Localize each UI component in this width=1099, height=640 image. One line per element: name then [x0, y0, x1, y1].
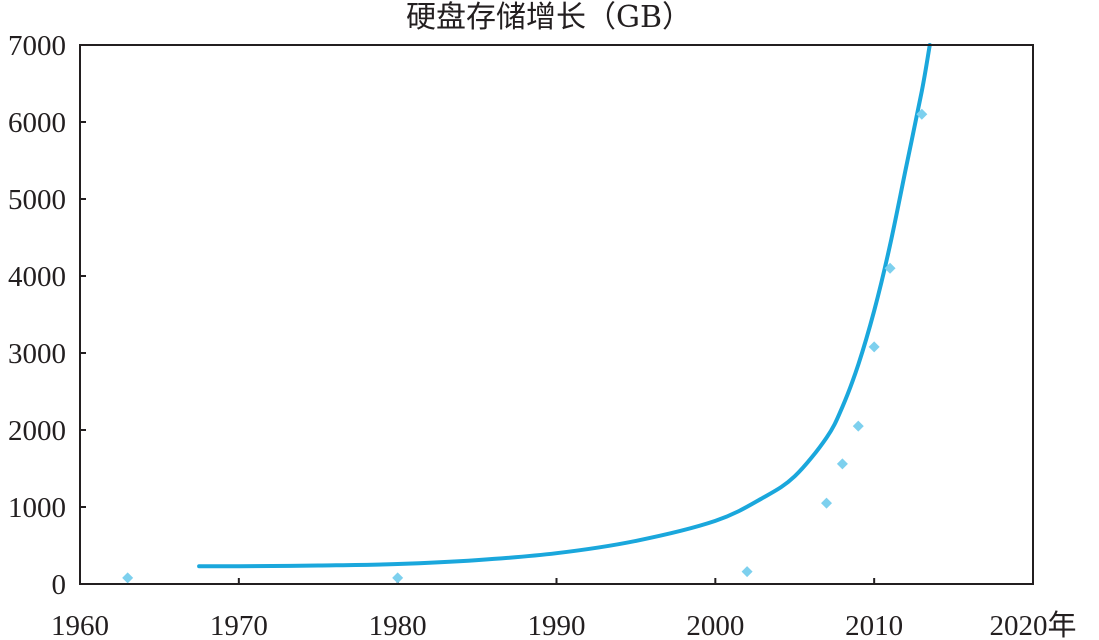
y-tick-label: 1000 — [8, 492, 66, 524]
x-tick-label: 1970 — [210, 610, 268, 640]
y-tick-label: 0 — [52, 569, 67, 601]
x-tick-label: 1980 — [369, 610, 427, 640]
data-point — [916, 108, 928, 120]
y-tick-label: 7000 — [8, 30, 66, 62]
y-tick-label: 2000 — [8, 415, 66, 447]
data-point — [884, 262, 896, 274]
curve-layer — [197, 43, 932, 569]
chart-title: 硬盘存储增长（GB） — [406, 0, 692, 35]
data-point — [392, 572, 404, 584]
data-point — [821, 497, 833, 509]
data-point — [122, 572, 134, 584]
x-tick-label: 1960 — [51, 610, 109, 640]
data-point — [868, 341, 880, 353]
x-tick-label: 2020年 — [989, 609, 1076, 640]
data-point — [852, 420, 864, 432]
x-tick-label: 2010 — [845, 610, 903, 640]
y-tick-label: 4000 — [8, 261, 66, 293]
data-point — [741, 566, 753, 578]
y-tick-label: 5000 — [8, 184, 66, 216]
ticks-layer: 1960 1970 1980 1990 2000 2010 2020年 0 1000 2000 30… — [8, 30, 1077, 640]
x-tick-label: 1990 — [528, 610, 586, 640]
x-tick-label: 2000 — [686, 610, 744, 640]
y-tick-label: 3000 — [8, 338, 66, 370]
plot-frame — [79, 44, 1034, 585]
growth-curve — [197, 43, 932, 569]
y-tick-label: 6000 — [8, 107, 66, 139]
data-point — [836, 458, 848, 470]
points-layer — [122, 108, 928, 584]
